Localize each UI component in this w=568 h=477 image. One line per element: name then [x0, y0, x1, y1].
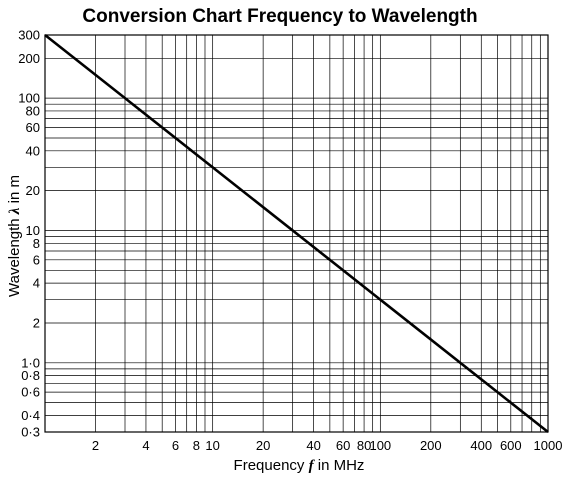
y-tick-label: 4 — [33, 276, 40, 291]
y-axis-label-symbol: λ — [7, 207, 23, 215]
x-axis-label-prefix: Frequency — [234, 457, 309, 474]
x-tick-label: 80 — [357, 438, 371, 453]
y-tick-label: 300 — [18, 28, 40, 43]
x-tick-label: 10 — [205, 438, 219, 453]
y-tick-label: 1·0 — [21, 355, 40, 370]
y-tick-label: 20 — [26, 183, 40, 198]
x-tick-label: 2 — [92, 438, 99, 453]
y-tick-label: 0·6 — [21, 385, 40, 400]
y-tick-label: 200 — [18, 51, 40, 66]
y-tick-label: 0·3 — [21, 425, 40, 440]
chart-series — [44, 33, 549, 434]
x-tick-label: 1000 — [534, 438, 563, 453]
y-tick-label: 80 — [26, 103, 40, 118]
x-tick-label: 8 — [193, 438, 200, 453]
y-tick-label: 2 — [33, 315, 40, 330]
plot-frame — [44, 34, 549, 433]
x-axis-label-suffix: in MHz — [314, 457, 365, 474]
x-tick-label: 100 — [369, 438, 391, 453]
x-tick-label: 20 — [256, 438, 270, 453]
y-tick-label: 40 — [26, 143, 40, 158]
x-tick-label: 40 — [306, 438, 320, 453]
x-axis-label-symbol: f — [309, 458, 316, 474]
y-tick-label: 10 — [26, 223, 40, 238]
x-tick-label: 200 — [420, 438, 442, 453]
x-tick-label: 60 — [336, 438, 350, 453]
x-tick-label: 600 — [500, 438, 522, 453]
y-axis-label: Wavelength λ in m — [6, 175, 23, 297]
chart-title: Conversion Chart Frequency to Wavelength — [82, 6, 477, 27]
y-tick-label: 6 — [33, 252, 40, 267]
y-axis-label-prefix: Wavelength — [6, 214, 23, 297]
y-tick-label: 100 — [18, 91, 40, 106]
x-tick-label: 6 — [172, 438, 179, 453]
y-tick-label: 0·4 — [21, 408, 40, 423]
y-axis-label-suffix: in m — [6, 175, 23, 208]
chart-grid — [44, 34, 549, 433]
series-line — [44, 33, 549, 434]
x-tick-label: 400 — [470, 438, 492, 453]
x-tick-label: 4 — [142, 438, 149, 453]
y-tick-label: 8 — [33, 236, 40, 251]
x-axis-label: Frequency f in MHz — [234, 457, 365, 474]
y-tick-label: 60 — [26, 120, 40, 135]
y-tick-label: 0·8 — [21, 368, 40, 383]
